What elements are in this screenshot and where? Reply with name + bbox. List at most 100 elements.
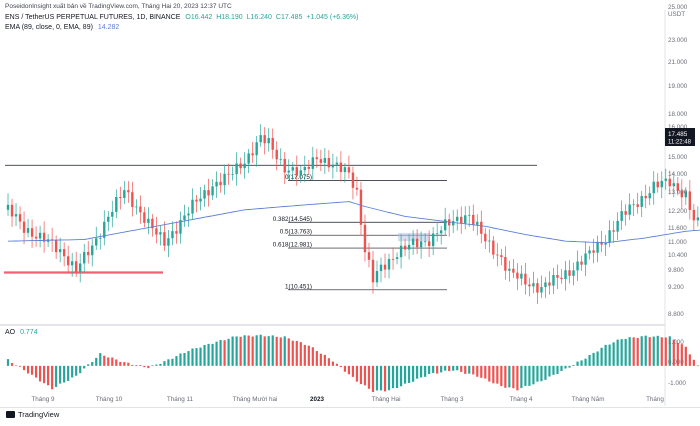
candle-body: [74, 261, 78, 272]
candle-body: [456, 216, 459, 222]
ema-legend[interactable]: EMA (89, close, 0, EMA, 89) 14.282: [5, 24, 119, 31]
candle-body: [271, 138, 274, 150]
candle: [6, 193, 10, 216]
candle-body: [343, 167, 347, 173]
time-axis-tick: Tháng 3: [440, 396, 464, 403]
ao-bar: [468, 365, 471, 374]
candle-body: [608, 230, 611, 243]
symbol-legend[interactable]: ENS / TetherUS PERPETUAL FUTURES, 1D, BI…: [5, 14, 358, 21]
candle-body: [632, 204, 635, 206]
candle-body: [6, 204, 10, 210]
ao-bar: [688, 354, 691, 366]
candle: [271, 128, 274, 159]
candle: [195, 194, 198, 213]
ao-bar: [163, 361, 166, 366]
candle-body: [672, 183, 675, 187]
candle: [592, 238, 595, 264]
price-axis-tick: 19.000: [668, 83, 688, 90]
candle: [327, 150, 331, 172]
candle: [624, 204, 627, 226]
ao-bar: [207, 343, 210, 366]
candle: [155, 216, 158, 244]
ao-bar: [283, 336, 286, 366]
price-axis-tick: 9.200: [668, 284, 684, 291]
tradingview-logo[interactable]: TradingView: [6, 410, 59, 419]
candle-body: [540, 286, 543, 293]
candle: [107, 211, 110, 232]
axes-layer: 25.000 23.000 21.000 19.000 18.000 16.000 15.0…: [31, 4, 695, 403]
candle: [66, 245, 70, 273]
candle: [472, 204, 475, 231]
candle: [588, 246, 591, 260]
candle-body: [383, 264, 387, 270]
ao-bar: [243, 335, 246, 366]
price-axis-currency: USDT: [668, 11, 685, 18]
candle-body: [323, 158, 327, 163]
candle-body: [243, 163, 246, 169]
candle: [668, 170, 671, 195]
ohlc-close: C17.485: [275, 14, 303, 21]
candle: [267, 128, 270, 152]
candle-body: [472, 214, 475, 225]
candle: [423, 233, 427, 247]
candle: [215, 171, 218, 198]
candle-body: [227, 173, 230, 175]
time-axis-tick: Tháng 10: [96, 396, 123, 403]
ao-bar: [652, 336, 655, 366]
candle-body: [443, 219, 447, 231]
candle-body: [259, 135, 262, 143]
candle: [580, 255, 583, 271]
ao-bar: [34, 365, 38, 378]
candle-body: [696, 217, 700, 221]
ao-bar: [588, 355, 591, 366]
symbol-name: ENS / TetherUS PERPETUAL FUTURES, 1D, BI…: [5, 14, 181, 21]
candle: [480, 210, 483, 244]
ao-legend[interactable]: AO 0.774: [5, 329, 38, 336]
candle: [367, 242, 371, 268]
candle: [576, 250, 579, 281]
ao-bar: [10, 362, 14, 366]
candle-body: [70, 261, 74, 266]
candle: [103, 210, 106, 246]
ao-bar: [26, 365, 30, 374]
candle: [99, 233, 102, 250]
candle-body: [628, 204, 631, 215]
candle: [411, 230, 415, 255]
candle-body: [187, 213, 190, 216]
candle-body: [612, 230, 615, 232]
candle-body: [496, 254, 499, 256]
candle-body: [335, 162, 339, 165]
candle: [199, 187, 202, 211]
candle-body: [660, 180, 663, 188]
candle-body: [83, 251, 86, 264]
ao-bar: [391, 365, 395, 389]
candle-body: [411, 238, 415, 245]
candles-layer[interactable]: [6, 124, 700, 305]
candle: [692, 204, 696, 231]
ao-bar: [600, 347, 603, 366]
candle-body: [263, 135, 266, 144]
candle: [111, 200, 114, 228]
candle-body: [415, 238, 419, 248]
ohlc-low: L16.240: [246, 14, 272, 21]
ao-bar: [179, 353, 182, 366]
candle-body: [175, 231, 178, 234]
ao-axis-tick: 0.000: [668, 359, 684, 366]
candle: [255, 136, 258, 167]
candle-body: [10, 204, 14, 217]
candle: [323, 148, 327, 174]
candle: [447, 213, 451, 237]
last-price-label: 17.485: [668, 131, 688, 138]
candle: [456, 209, 459, 231]
ao-bar: [327, 358, 330, 366]
tradingview-logo-icon: [6, 411, 15, 418]
ao-bar: [568, 365, 571, 368]
ao-bar: [14, 365, 18, 367]
ao-bar: [59, 365, 62, 384]
candle: [415, 229, 419, 255]
candle-body: [91, 245, 94, 256]
candle-body: [476, 221, 479, 225]
ao-bar: [383, 365, 387, 392]
candle: [435, 221, 439, 242]
price-axis-tick: 25.000: [668, 4, 688, 11]
